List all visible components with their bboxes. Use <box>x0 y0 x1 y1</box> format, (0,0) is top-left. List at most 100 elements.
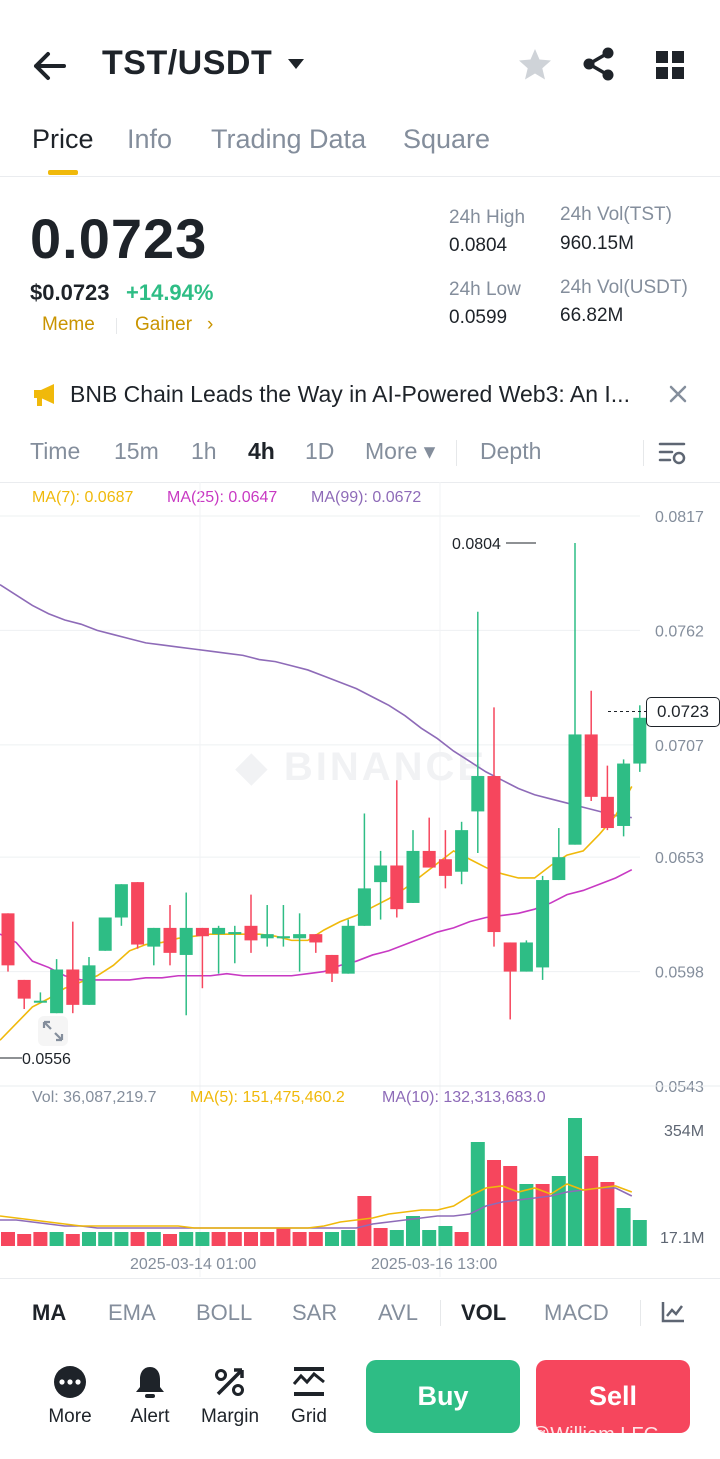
tab-square[interactable]: Square <box>403 124 491 154</box>
interval-more[interactable]: More ▾ <box>365 438 436 464</box>
share-icon[interactable] <box>582 46 616 82</box>
candle-body <box>600 796 614 829</box>
indicator-separator-2 <box>640 1300 641 1326</box>
volume-bar <box>195 1232 210 1246</box>
high-label: 24h High <box>449 207 526 228</box>
vol-ma10-line <box>0 1187 633 1229</box>
expand-icon <box>38 1016 68 1046</box>
candle <box>114 884 128 926</box>
interval-1h[interactable]: 1h <box>191 438 217 464</box>
vol-tick-high: 354M <box>664 1123 704 1140</box>
candle <box>1 913 15 972</box>
grid-bot-icon[interactable] <box>291 1364 327 1400</box>
candle-body <box>179 927 193 955</box>
volume-bar <box>179 1232 194 1246</box>
volume-bar <box>17 1234 32 1246</box>
chart-settings-icon[interactable] <box>658 440 686 466</box>
interval-1d[interactable]: 1D <box>305 438 335 464</box>
vol-quote-value: 66.82M <box>560 305 624 326</box>
tab-trading-data[interactable]: Trading Data <box>211 124 367 154</box>
close-icon[interactable] <box>666 382 690 406</box>
ma7-legend: MA(7): 0.0687 <box>32 489 134 506</box>
y-tick-label: 0.0543 <box>655 1079 704 1096</box>
user-watermark: @William LFG <box>530 1424 660 1446</box>
indicator-macd[interactable]: MACD <box>544 1300 609 1325</box>
depth-tab[interactable]: Depth <box>480 438 542 464</box>
vol-ma5-line <box>0 1183 633 1229</box>
candle-body <box>503 942 517 972</box>
vol-legend: Vol: 36,087,219.7 <box>32 1089 157 1106</box>
volume-bar <box>373 1228 388 1246</box>
settings-separator <box>643 440 644 466</box>
candle <box>617 759 631 837</box>
volume-bar <box>308 1232 323 1246</box>
volume-bar <box>114 1232 129 1246</box>
volume-bar <box>325 1232 339 1246</box>
indicator-separator <box>440 1300 441 1326</box>
indicator-ema[interactable]: EMA <box>108 1300 156 1325</box>
indicator-ma[interactable]: MA <box>32 1300 67 1325</box>
candle <box>195 927 209 989</box>
candle-body <box>341 925 355 974</box>
more-dots-icon[interactable] <box>52 1364 88 1400</box>
candle <box>293 913 307 972</box>
buy-button[interactable]: Buy <box>366 1360 520 1433</box>
grid-label[interactable]: Grid <box>291 1406 327 1427</box>
active-tab-indicator <box>48 170 78 175</box>
margin-label[interactable]: Margin <box>200 1406 260 1427</box>
candle-body <box>147 927 161 947</box>
percent-icon[interactable] <box>212 1364 248 1400</box>
last-price-tag: 0.0723 <box>646 697 720 727</box>
indicator-avl[interactable]: AVL <box>378 1300 418 1325</box>
candle-body <box>536 880 550 968</box>
tab-info[interactable]: Info <box>127 124 173 154</box>
volume-bar <box>260 1232 275 1246</box>
news-headline[interactable]: BNB Chain Leads the Way in AI-Powered We… <box>70 381 630 407</box>
indicator-boll[interactable]: BOLL <box>196 1300 253 1325</box>
candle-body <box>66 969 80 1005</box>
candle <box>179 892 193 1016</box>
alert-label[interactable]: Alert <box>130 1406 170 1427</box>
candle-body <box>487 776 501 933</box>
volume-bar <box>535 1184 550 1246</box>
ma99-legend: MA(99): 0.0672 <box>311 489 422 506</box>
indicator-settings-icon[interactable] <box>660 1300 686 1324</box>
caret-down-icon[interactable] <box>286 57 306 71</box>
indicator-sar[interactable]: SAR <box>292 1300 338 1325</box>
y-tick-label: 0.0762 <box>655 623 704 640</box>
vol-tick-low: 17.1M <box>660 1230 704 1247</box>
low-annotation: 0.0556 <box>22 1051 71 1068</box>
candle <box>390 780 404 918</box>
candle-body <box>325 954 339 974</box>
volume-bar <box>163 1234 177 1246</box>
candle <box>422 817 436 868</box>
candle-body <box>260 934 274 939</box>
candle <box>406 830 420 903</box>
star-icon[interactable] <box>516 46 554 84</box>
high-value: 0.0804 <box>449 235 508 256</box>
volume-bar <box>616 1208 631 1246</box>
more-label[interactable]: More <box>48 1406 92 1427</box>
pair-title[interactable]: TST/USDT <box>102 44 273 82</box>
y-tick-label: 0.0598 <box>655 965 704 982</box>
candle <box>82 957 96 1005</box>
grid-icon[interactable] <box>655 50 685 80</box>
binance-watermark: ◆ BINANCE <box>235 745 487 789</box>
tab-price[interactable]: Price <box>32 124 94 154</box>
interval-4h[interactable]: 4h <box>248 438 275 464</box>
chevron-right-icon[interactable]: › <box>207 314 214 335</box>
interval-15m[interactable]: 15m <box>114 438 159 464</box>
candle <box>244 894 258 953</box>
tag-gainer[interactable]: Gainer <box>135 314 193 335</box>
tag-meme[interactable]: Meme <box>42 314 95 335</box>
sell-button[interactable]: Sell <box>536 1360 690 1433</box>
candle-body <box>584 734 598 797</box>
back-arrow-icon[interactable] <box>30 46 70 86</box>
price-chart[interactable]: 0.0817 0.0762 0.0707 0.0653 0.0598 0.0543 ◆ BI… <box>0 482 720 1277</box>
candle <box>584 690 598 801</box>
candle <box>131 882 145 949</box>
bell-icon[interactable] <box>132 1364 168 1400</box>
indicator-vol[interactable]: VOL <box>461 1300 507 1325</box>
interval-time[interactable]: Time <box>30 438 81 464</box>
candle <box>50 959 64 1014</box>
